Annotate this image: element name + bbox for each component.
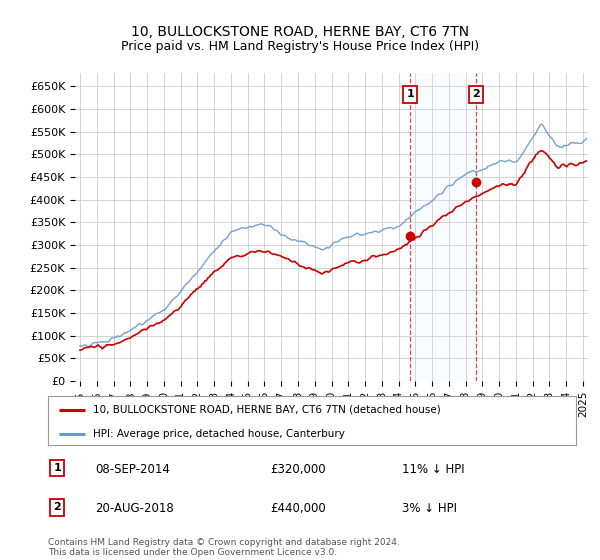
Text: 1: 1 [406,90,414,99]
Text: 11% ↓ HPI: 11% ↓ HPI [402,463,464,476]
Text: HPI: Average price, detached house, Canterbury: HPI: Average price, detached house, Cant… [93,430,345,440]
Text: 20-AUG-2018: 20-AUG-2018 [95,502,174,515]
Text: 10, BULLOCKSTONE ROAD, HERNE BAY, CT6 7TN: 10, BULLOCKSTONE ROAD, HERNE BAY, CT6 7T… [131,25,469,39]
Text: 10, BULLOCKSTONE ROAD, HERNE BAY, CT6 7TN (detached house): 10, BULLOCKSTONE ROAD, HERNE BAY, CT6 7T… [93,405,440,415]
Text: Contains HM Land Registry data © Crown copyright and database right 2024.
This d: Contains HM Land Registry data © Crown c… [48,538,400,557]
Text: £440,000: £440,000 [270,502,326,515]
Text: 2: 2 [53,502,61,512]
Text: 3% ↓ HPI: 3% ↓ HPI [402,502,457,515]
Text: Price paid vs. HM Land Registry's House Price Index (HPI): Price paid vs. HM Land Registry's House … [121,40,479,53]
Text: 2: 2 [472,90,480,99]
Text: £320,000: £320,000 [270,463,325,476]
Text: 08-SEP-2014: 08-SEP-2014 [95,463,170,476]
Text: 1: 1 [53,463,61,473]
